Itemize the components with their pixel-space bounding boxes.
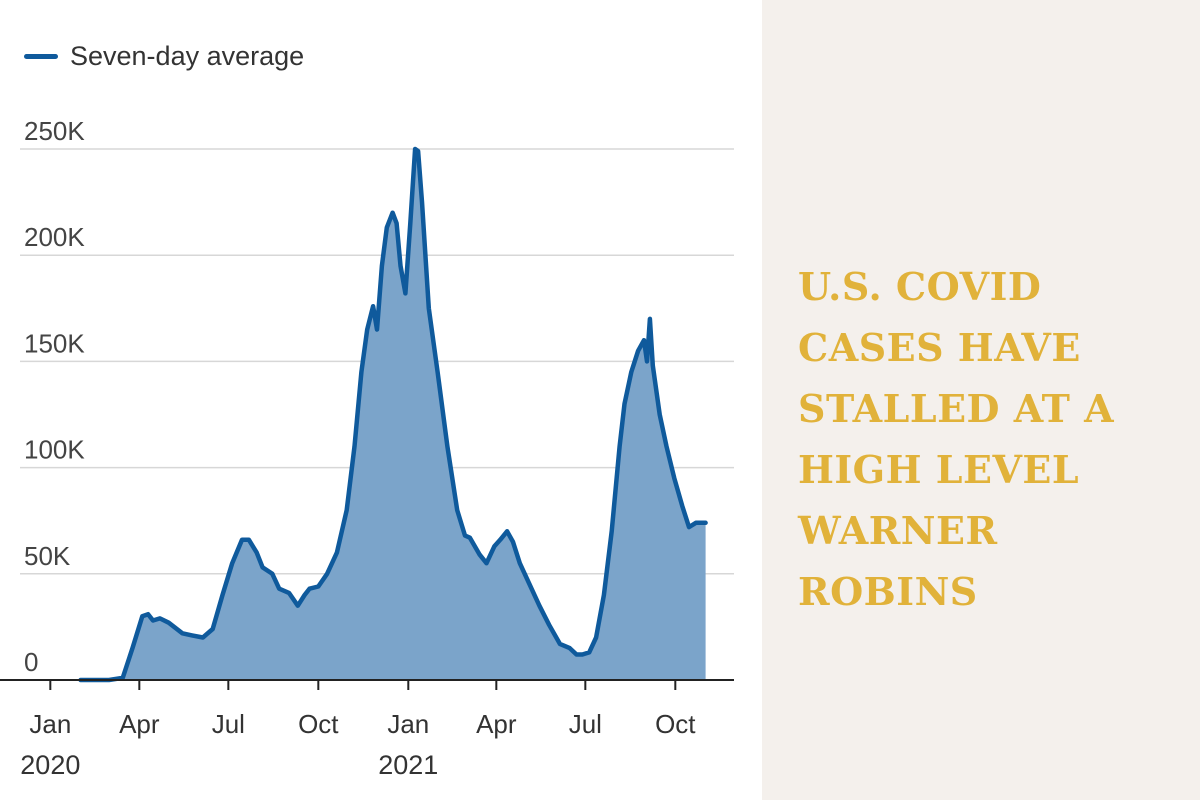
y-tick-labels: 0 50K 100K 150K 200K 250K [24,116,85,677]
x-year-label: 2021 [378,750,438,780]
x-tick-label: Oct [655,709,696,739]
legend-swatch [24,53,58,59]
chart-legend: Seven-day average [24,38,304,74]
y-tick-label: 150K [24,328,85,358]
series-area-group [80,149,706,680]
y-tick-label: 200K [24,222,85,252]
legend-label: Seven-day average [70,40,305,71]
x-tick-label: Apr [119,709,160,739]
series-line-group [78,146,708,683]
x-tick-label: Jan [387,709,429,739]
x-tick-label: Jul [569,709,602,739]
y-tick-label: 50K [24,541,71,571]
x-axis [0,679,734,690]
y-tick-label: 0 [24,647,38,677]
chart-panel: Seven-day average 0 50K 100K 150K 200K 250K J… [0,38,734,780]
series-line [78,146,708,683]
x-year-label: 2020 [20,750,80,780]
x-tick-label: Apr [476,709,517,739]
headline: U.S. COVID CASES HAVE STALLED AT A HIGH … [798,264,1115,614]
side-panel: U.S. COVID CASES HAVE STALLED AT A HIGH … [762,0,1200,800]
x-tick-label: Jan [29,709,71,739]
x-tick-labels: Jan Apr Jul Oct Jan Apr Jul Oct 2020 2021 [20,709,696,780]
x-tick-label: Jul [212,709,245,739]
x-tick-label: Oct [298,709,339,739]
series-area [80,149,706,680]
y-tick-label: 100K [24,435,85,465]
y-tick-label: 250K [24,116,85,146]
